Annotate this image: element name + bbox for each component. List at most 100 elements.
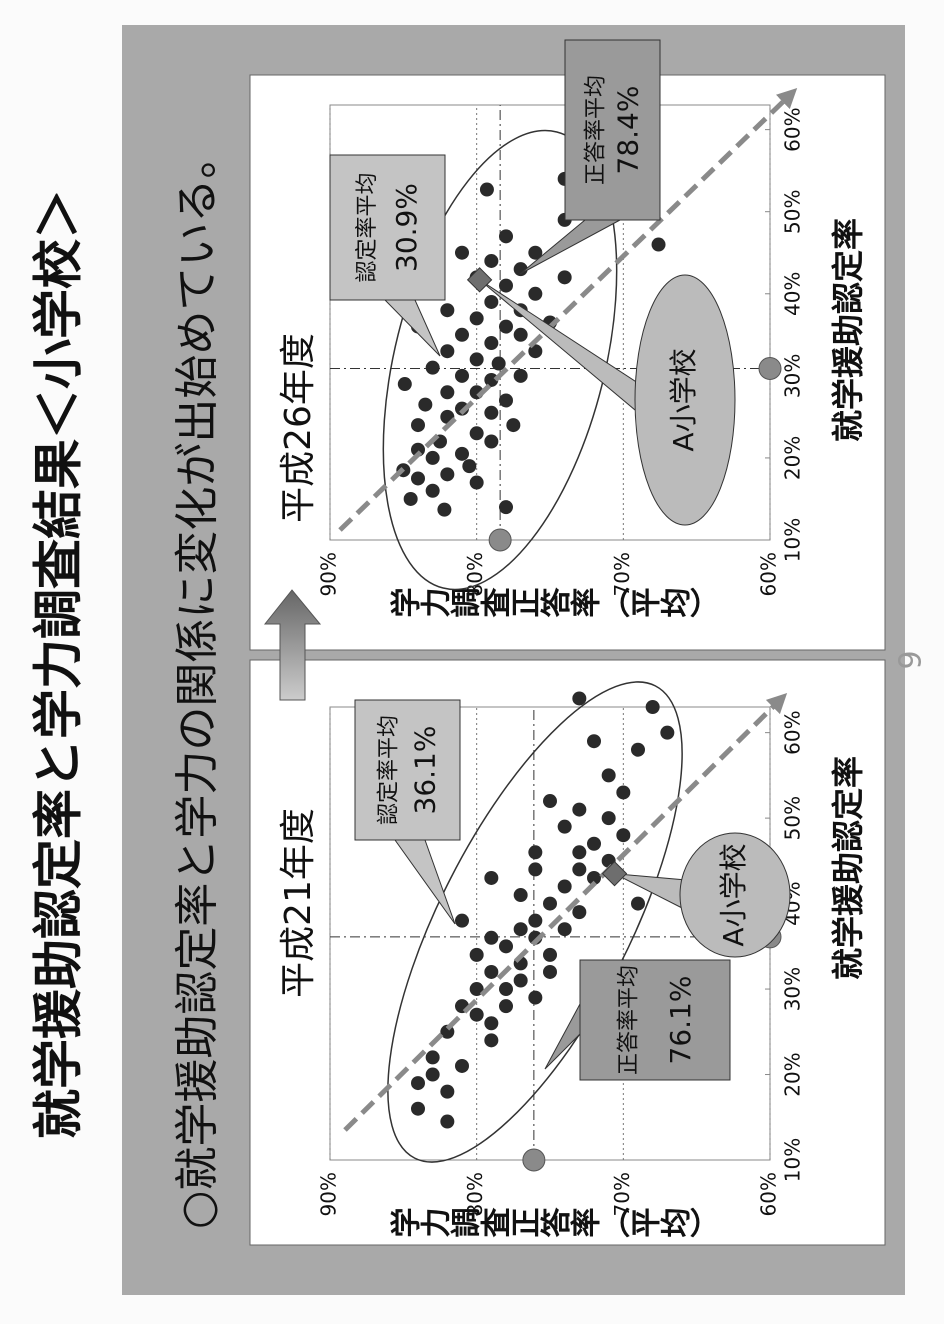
callout-bubble [679, 832, 791, 958]
scatter-point [425, 483, 440, 498]
x-tick-label: 50% [781, 796, 805, 840]
x-tick-label: 30% [781, 967, 805, 1011]
scatter-point [587, 836, 601, 851]
scatter-point [484, 405, 499, 420]
callout-label: 認定率平均 [355, 172, 380, 282]
scatter-point [572, 862, 587, 877]
scatter-point [484, 434, 499, 449]
scatter-point [528, 862, 543, 877]
callout-value: 78.4% [612, 86, 645, 175]
scatter-point [572, 691, 587, 706]
scatter-point [455, 368, 469, 383]
scatter-point [479, 182, 494, 197]
callout-label: 正答率平均 [583, 75, 608, 185]
x-tick-label: 10% [781, 1138, 805, 1182]
scatter-point [469, 947, 484, 962]
x-axis-title: 就学援助認定率 [829, 756, 867, 980]
y-axis-title: 学力調査正答率（平均） [389, 588, 720, 624]
scatter-point [572, 845, 587, 860]
scatter-point [425, 1050, 440, 1065]
scatter-point [651, 237, 666, 252]
scatter-point [543, 794, 557, 809]
scatter-point [528, 245, 543, 260]
scatter-point [543, 964, 557, 979]
callout-label: 正答率平均 [617, 965, 642, 1075]
scatter-point [499, 319, 513, 334]
scatter-point [462, 459, 477, 474]
scatter-point [484, 1033, 499, 1048]
scatter-point [616, 785, 631, 800]
subtitle: ○就学援助認定率と学力の関係に変化が出始めている。 [172, 135, 223, 1229]
y-tick-label: 80% [463, 552, 487, 596]
scatter-point [403, 491, 418, 506]
scatter-point [411, 1101, 425, 1116]
scatter-point [411, 471, 425, 486]
scatter-point [440, 1084, 455, 1099]
page-title: 就学援助認定率と学力調査結果＜小学校＞ [30, 189, 88, 1139]
callout-box [354, 699, 461, 841]
scatter-point [499, 999, 513, 1014]
x-tick-label: 40% [781, 272, 805, 316]
callout-label: 認定率平均 [377, 715, 402, 825]
x-tick-label: 20% [781, 1052, 805, 1096]
scatter-point [587, 870, 601, 885]
x-tick-label: 20% [781, 436, 805, 480]
scatter-point [455, 446, 469, 461]
scatter-point [411, 418, 425, 433]
scatter-point [631, 896, 645, 911]
x-tick-label: 30% [781, 354, 805, 398]
y-tick-label: 90% [317, 552, 341, 596]
scatter-point [425, 450, 440, 465]
scatter-point [601, 811, 616, 826]
y-tick-label: 70% [610, 552, 634, 596]
scatter-point [557, 879, 572, 894]
scatter-point [484, 294, 499, 309]
scatter-point [513, 262, 528, 277]
scatter-point [440, 467, 455, 482]
scatter-point [469, 426, 484, 441]
scatter-point [484, 930, 499, 945]
scatter-point [528, 913, 543, 928]
callout-bubble [634, 274, 736, 526]
scatter-point [543, 947, 557, 962]
trend-arrow [338, 88, 798, 532]
scatter-point [513, 327, 528, 342]
scatter-point [572, 802, 587, 817]
scatter-point [469, 982, 484, 997]
chart-title: 平成21年度 [278, 808, 319, 998]
scatter-point [425, 360, 440, 375]
scatter-point [499, 982, 513, 997]
scatter-point [455, 245, 469, 260]
page-number: 9 [894, 650, 929, 669]
scatter-point [660, 725, 675, 740]
callout-box [564, 39, 661, 221]
callout-value: 76.1% [664, 976, 697, 1065]
scatter-point [572, 905, 587, 920]
scatter-point [437, 502, 452, 517]
x-axis-title: 就学援助認定率 [829, 218, 867, 442]
mean-marker [758, 356, 782, 380]
scatter-point [418, 397, 433, 412]
scatter-point [645, 700, 660, 714]
scatter-point [513, 922, 528, 937]
scatter-point [499, 393, 513, 408]
callout-value: 30.9% [390, 183, 423, 272]
y-tick-label: 60% [757, 1172, 781, 1216]
callout-value: 36.1% [408, 726, 441, 815]
y-tick-label: 80% [463, 1172, 487, 1216]
y-axis-title: 学力調査正答率（平均） [389, 1208, 720, 1244]
x-tick-label: 60% [781, 710, 805, 754]
highlight-label: A小学校 [667, 348, 700, 451]
scatter-point [631, 742, 645, 757]
x-tick-label: 50% [781, 189, 805, 233]
scatter-point [397, 377, 412, 392]
scatter-point [587, 734, 601, 749]
change-arrow [263, 589, 322, 701]
highlight-point [466, 267, 493, 293]
scatter-point [469, 475, 484, 490]
scatter-point [601, 768, 616, 783]
scatter-point [455, 913, 469, 928]
callout-box [329, 154, 446, 301]
scatter-point [528, 286, 543, 301]
